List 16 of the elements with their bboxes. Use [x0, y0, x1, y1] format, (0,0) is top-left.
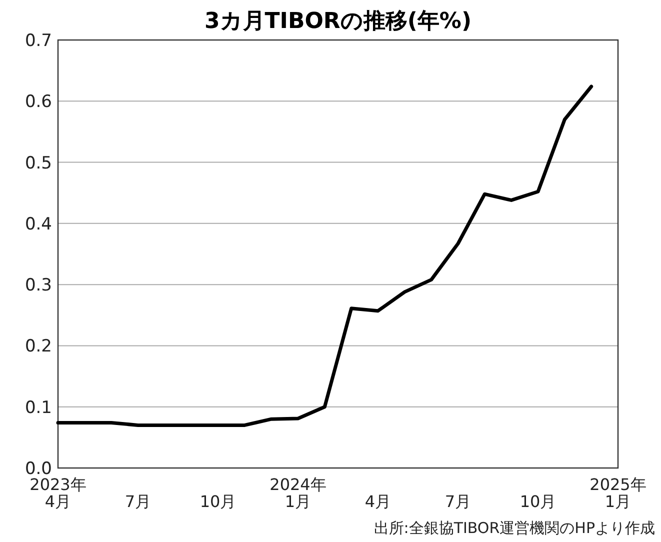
x-tick-label: 7月	[444, 492, 472, 511]
y-tick-label: 0.2	[24, 336, 52, 357]
x-tick-label: 2024年 1月	[270, 475, 326, 511]
y-tick-label: 0.1	[24, 398, 52, 418]
x-tick-label: 10月	[200, 492, 236, 511]
x-tick-label: 4月	[364, 492, 392, 511]
x-tick-label: 2025年 1月	[590, 475, 646, 511]
y-tick-label: 0.6	[24, 92, 52, 112]
text: 出所:全銀協TIBOR運営機関のHPより作成	[374, 519, 655, 537]
x-tick-label: 7月	[124, 492, 152, 511]
y-tick-label: 0.4	[24, 214, 52, 234]
y-tick-label: 0.5	[24, 153, 52, 174]
chart-title: 3カ月TIBORの推移(年%)	[204, 9, 472, 34]
y-tick-label: 0.7	[24, 31, 52, 51]
x-tick-label: 10月	[520, 492, 556, 511]
y-tick-label: 0.3	[24, 276, 52, 296]
